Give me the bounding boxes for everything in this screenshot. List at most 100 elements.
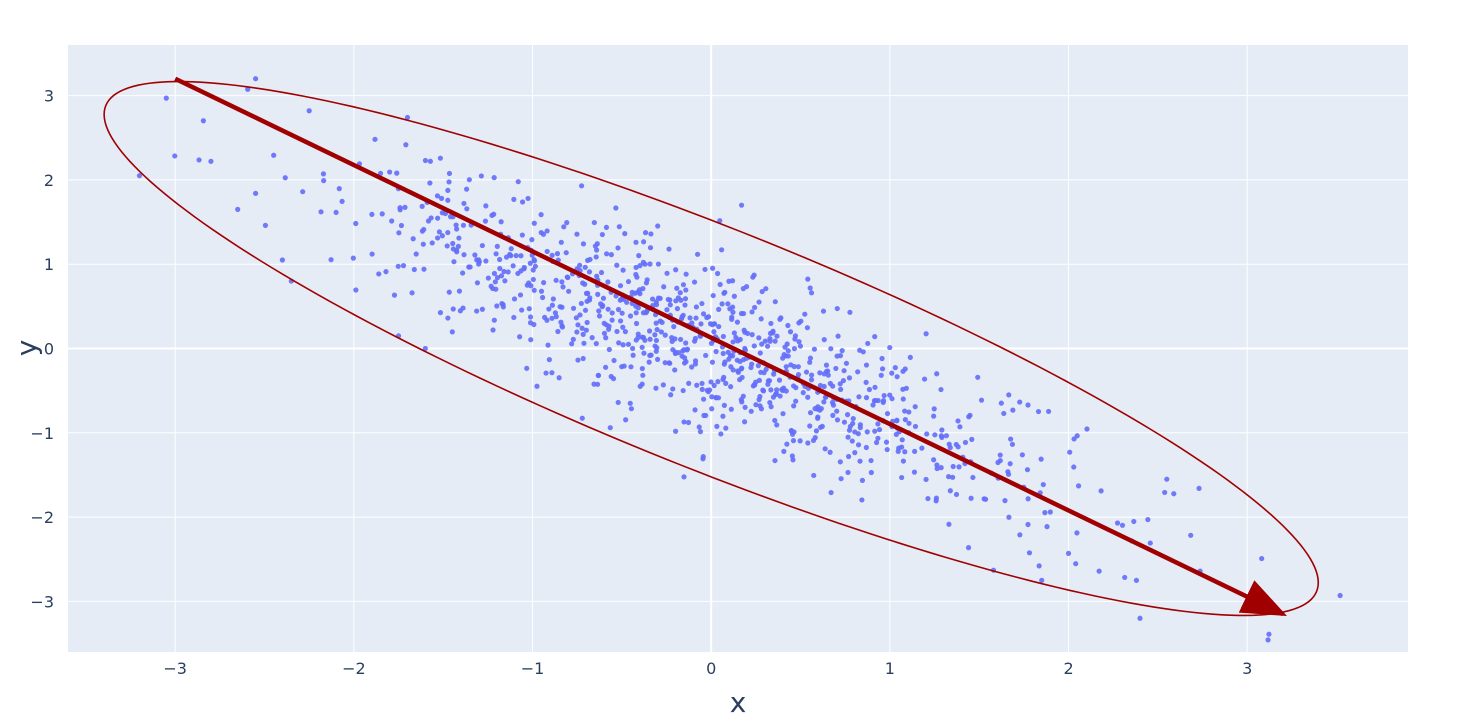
data-point bbox=[550, 296, 556, 302]
data-point bbox=[735, 338, 741, 344]
data-point bbox=[511, 296, 518, 302]
data-point bbox=[652, 332, 658, 338]
data-point bbox=[541, 280, 547, 286]
data-point bbox=[772, 457, 778, 464]
data-point bbox=[855, 442, 862, 448]
data-point bbox=[825, 372, 831, 378]
data-point bbox=[734, 357, 740, 363]
data-point bbox=[464, 186, 470, 192]
data-point bbox=[570, 305, 577, 311]
data-point bbox=[735, 369, 742, 375]
data-point bbox=[943, 433, 950, 439]
data-point bbox=[876, 427, 883, 433]
data-point bbox=[677, 290, 683, 296]
data-point bbox=[647, 245, 654, 251]
data-point bbox=[582, 307, 589, 313]
data-point bbox=[625, 278, 632, 285]
data-point bbox=[1075, 483, 1082, 489]
data-point bbox=[829, 399, 836, 406]
data-point bbox=[437, 155, 443, 161]
data-point bbox=[797, 438, 803, 444]
data-point bbox=[700, 311, 707, 317]
data-point bbox=[887, 344, 893, 351]
data-point bbox=[783, 364, 789, 370]
data-point bbox=[508, 246, 514, 252]
data-point bbox=[654, 326, 660, 333]
data-point bbox=[857, 425, 863, 431]
data-point bbox=[544, 228, 550, 234]
data-point bbox=[785, 348, 791, 354]
data-point bbox=[834, 305, 840, 312]
data-point bbox=[654, 345, 660, 351]
data-point bbox=[793, 398, 799, 404]
data-point bbox=[491, 317, 497, 323]
data-point bbox=[1001, 410, 1007, 417]
data-point bbox=[387, 169, 393, 175]
data-point bbox=[1044, 524, 1050, 530]
data-point bbox=[749, 332, 755, 338]
data-point bbox=[438, 195, 445, 201]
data-point bbox=[546, 357, 552, 363]
data-point bbox=[758, 316, 764, 322]
data-point bbox=[603, 364, 609, 370]
overlay bbox=[103, 76, 1320, 617]
data-point bbox=[1026, 550, 1033, 556]
data-point bbox=[580, 331, 586, 337]
data-point bbox=[728, 406, 734, 412]
data-point bbox=[591, 219, 597, 226]
data-point bbox=[789, 453, 795, 459]
data-point bbox=[1265, 637, 1271, 643]
data-point bbox=[847, 309, 853, 315]
data-point bbox=[925, 495, 931, 502]
data-point bbox=[570, 336, 576, 342]
data-point bbox=[483, 258, 489, 264]
data-point bbox=[1009, 441, 1016, 447]
data-point bbox=[845, 469, 851, 476]
data-point bbox=[672, 367, 678, 373]
data-point bbox=[780, 411, 786, 417]
data-point bbox=[1067, 449, 1073, 455]
data-point bbox=[479, 242, 485, 249]
data-point bbox=[962, 439, 969, 446]
data-point bbox=[647, 261, 653, 267]
data-point bbox=[957, 424, 963, 430]
data-point bbox=[579, 415, 585, 421]
data-point bbox=[717, 218, 723, 224]
data-point bbox=[617, 318, 624, 324]
data-point bbox=[715, 270, 721, 277]
principal-axis-arrow bbox=[174, 76, 1287, 617]
data-point bbox=[544, 248, 550, 255]
data-point bbox=[575, 357, 581, 363]
data-point bbox=[578, 300, 584, 307]
data-point bbox=[1038, 456, 1044, 462]
data-point bbox=[505, 269, 511, 275]
data-point bbox=[531, 257, 537, 263]
data-point bbox=[681, 419, 687, 425]
data-point bbox=[899, 437, 905, 443]
data-point bbox=[896, 445, 902, 451]
data-point bbox=[600, 302, 606, 309]
data-point bbox=[427, 180, 433, 186]
data-point bbox=[450, 306, 456, 312]
data-point bbox=[689, 320, 695, 326]
data-point bbox=[633, 310, 639, 316]
data-point bbox=[620, 324, 626, 330]
data-point bbox=[846, 453, 852, 460]
data-point bbox=[616, 224, 622, 230]
data-point bbox=[641, 239, 647, 245]
data-point bbox=[500, 304, 506, 310]
data-point bbox=[902, 408, 908, 414]
data-point bbox=[1137, 615, 1143, 621]
data-point bbox=[872, 428, 878, 434]
data-point bbox=[790, 457, 796, 463]
data-point bbox=[658, 329, 664, 335]
data-point bbox=[681, 474, 687, 480]
data-point bbox=[641, 350, 647, 356]
data-point bbox=[742, 419, 748, 425]
data-point bbox=[713, 348, 719, 355]
data-point bbox=[517, 334, 523, 340]
data-point bbox=[923, 331, 929, 337]
data-point bbox=[756, 335, 762, 341]
data-point bbox=[807, 355, 814, 361]
